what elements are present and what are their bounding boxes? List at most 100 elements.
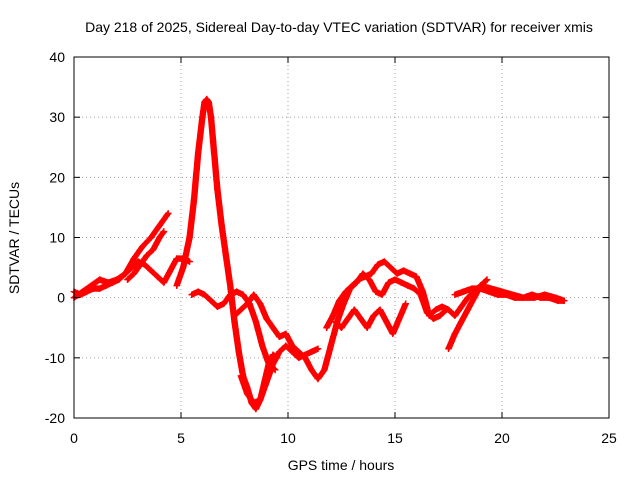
data-point xyxy=(231,318,238,325)
x-tick-label: 0 xyxy=(70,430,78,446)
data-point xyxy=(244,300,251,307)
data-point xyxy=(552,294,559,301)
y-tick-label: 0 xyxy=(57,290,65,306)
data-point xyxy=(301,354,309,362)
data-point xyxy=(289,342,296,349)
data-point xyxy=(252,318,260,325)
data-point xyxy=(130,255,138,262)
data-point xyxy=(351,306,358,313)
data-point xyxy=(385,279,392,286)
data-point xyxy=(194,150,202,157)
data-point xyxy=(154,273,161,280)
data-point xyxy=(237,372,245,380)
y-tick-label: 40 xyxy=(49,49,65,65)
data-point xyxy=(451,330,459,337)
data-point xyxy=(340,300,347,307)
data-point xyxy=(451,312,459,319)
data-point xyxy=(389,330,397,337)
data-point xyxy=(250,399,257,407)
ticks xyxy=(73,56,610,419)
data-point xyxy=(430,315,437,322)
data-point xyxy=(222,252,230,259)
x-tick-label: 25 xyxy=(601,430,617,446)
data-point xyxy=(256,396,264,404)
data-point xyxy=(209,138,217,145)
data-point xyxy=(413,273,420,280)
data-point xyxy=(276,333,283,340)
data-point xyxy=(252,405,260,413)
data-point xyxy=(263,378,270,386)
data-point xyxy=(295,354,302,362)
data-point xyxy=(256,300,264,307)
data-point xyxy=(167,267,174,274)
data-point xyxy=(188,291,195,298)
data-point xyxy=(541,291,548,298)
data-point xyxy=(370,312,377,319)
data-point xyxy=(426,312,433,319)
data-point xyxy=(357,315,364,322)
y-tick-label: 30 xyxy=(49,109,65,125)
data-point xyxy=(368,270,375,277)
data-point xyxy=(289,348,296,356)
data-point xyxy=(137,261,144,268)
data-point xyxy=(327,342,334,349)
data-point xyxy=(314,375,322,383)
data-point xyxy=(402,300,409,307)
data-point xyxy=(445,306,452,313)
data-point xyxy=(488,285,495,292)
data-point xyxy=(560,297,568,304)
data-point xyxy=(156,222,163,229)
data-point xyxy=(308,348,315,356)
data-point xyxy=(411,285,418,292)
data-point xyxy=(160,279,168,286)
series-markers xyxy=(173,95,281,413)
data-point xyxy=(282,330,290,337)
data-point xyxy=(336,297,343,304)
data-point xyxy=(173,255,180,262)
y-tick-label: -10 xyxy=(45,350,65,366)
data-point xyxy=(156,234,163,241)
data-point xyxy=(509,291,516,298)
data-point xyxy=(235,348,242,356)
y-axis-label: SDTVAR / TECUs xyxy=(6,182,22,294)
data-point xyxy=(239,291,247,298)
data-point xyxy=(363,324,371,331)
data-point xyxy=(376,306,384,313)
data-point xyxy=(160,228,168,235)
x-axis-label: GPS time / hours xyxy=(288,457,395,473)
data-point xyxy=(445,345,452,353)
data-point xyxy=(218,222,225,229)
data-point xyxy=(355,276,362,283)
data-point xyxy=(391,276,399,283)
data-point xyxy=(432,306,439,313)
data-point xyxy=(220,300,227,307)
series-arc-13 xyxy=(477,282,568,304)
data-point xyxy=(199,113,206,121)
data-point xyxy=(321,366,328,374)
data-point xyxy=(477,282,484,289)
data-point xyxy=(263,315,270,322)
data-point xyxy=(282,342,290,349)
data-point xyxy=(201,291,208,298)
grid xyxy=(74,57,609,418)
data-point xyxy=(79,288,86,295)
data-point xyxy=(438,303,446,310)
data-point xyxy=(361,273,369,280)
data-point xyxy=(460,288,467,295)
data-point xyxy=(404,282,412,289)
data-point xyxy=(214,186,221,193)
data-point xyxy=(331,318,339,325)
data-point xyxy=(96,276,103,283)
series-markers xyxy=(295,270,450,383)
data-point xyxy=(244,390,251,398)
series-arc-10 xyxy=(331,300,409,337)
data-point xyxy=(259,342,266,349)
data-point xyxy=(227,291,234,298)
data-point xyxy=(464,294,471,301)
tick-labels: 0 5 10 15 20 25 -20 -10 0 10 20 30 40 xyxy=(45,49,617,446)
data-point xyxy=(393,270,401,277)
data-point xyxy=(314,345,322,353)
data-point xyxy=(323,324,330,331)
series-arc-4 xyxy=(173,95,281,413)
data-point xyxy=(231,312,238,319)
